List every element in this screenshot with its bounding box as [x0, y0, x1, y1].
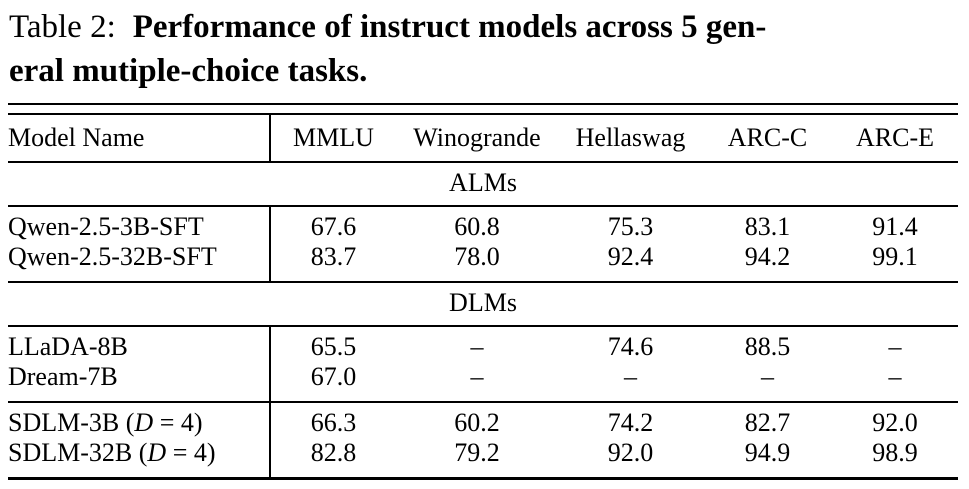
score-cell-winogrande: 79.2: [454, 437, 500, 467]
score-cell-mmlu: 82.8: [269, 437, 396, 478]
model-math-var: D: [134, 407, 154, 437]
model-name-cell: Qwen-2.5-32B-SFT: [8, 242, 270, 282]
model-name-cell: Qwen-2.5-3B-SFT: [8, 206, 270, 242]
table-caption-bold-line1: Performance of instruct models across 5 …: [132, 9, 767, 45]
score-cell-mmlu: 67.6: [269, 205, 396, 242]
table-top-thin-rule: [8, 103, 958, 105]
table-row-qwen-32b: Qwen-2.5-32B-SFT 83.7 78.0 92.4 94.2 99.…: [8, 241, 958, 282]
column-header-mmlu: MMLU: [269, 113, 396, 163]
section-label-alms: ALMs: [8, 160, 958, 207]
column-header-hellaswag: Hellaswag: [558, 113, 703, 163]
section-header-alms: ALMs: [8, 160, 958, 207]
model-name-suffix: = 4): [153, 407, 203, 437]
score-cell-hellaswag: –: [624, 361, 637, 391]
model-name-suffix: = 4): [166, 437, 216, 467]
score-cell-mmlu: 83.7: [269, 241, 396, 282]
score-cell-arc-e: –: [888, 331, 902, 361]
score-cell-winogrande: –: [470, 361, 484, 391]
column-header-model-name: Model Name: [8, 113, 270, 163]
score-cell-arc-e: 91.4: [872, 211, 918, 241]
model-name-cell: LLaDA-8B: [8, 326, 270, 362]
score-cell-winogrande: –: [470, 331, 484, 361]
results-table: Model Name MMLU Winogrande Hellaswag ARC…: [8, 112, 958, 480]
column-header-arc-c: ARC-C: [703, 113, 832, 163]
model-name-text: Dream-7B: [8, 361, 118, 391]
section-label-dlms: DLMs: [8, 280, 958, 327]
score-cell-winogrande: 60.8: [454, 211, 500, 241]
score-cell-hellaswag: 75.3: [607, 211, 654, 241]
table-row-sdlm-3b: SDLM-3B (D = 4) 66.3 60.2 74.2 82.7 92.0: [8, 400, 958, 438]
table-header-row: Model Name MMLU Winogrande Hellaswag ARC…: [8, 113, 958, 163]
table-row-llada-8b: LLaDA-8B 65.5 – 74.6 88.5 –: [8, 325, 958, 362]
model-math-var: D: [147, 437, 167, 467]
table-row-sdlm-32b: SDLM-32B (D = 4) 82.8 79.2 92.0 94.9 98.…: [8, 437, 958, 479]
table-caption-bold-line2: eral mutiple-choice tasks.: [9, 53, 368, 89]
score-cell-arc-e: 98.9: [872, 437, 918, 467]
table-row-qwen-3b: Qwen-2.5-3B-SFT 67.6 60.8 75.3 83.1 91.4: [8, 205, 958, 242]
score-cell-arc-c: 88.5: [744, 331, 791, 361]
score-cell-arc-c: 82.7: [703, 400, 832, 438]
score-cell-arc-c: 83.1: [744, 211, 791, 241]
score-cell-mmlu: 65.5: [269, 325, 396, 362]
table-caption-label: Table 2:: [9, 9, 116, 45]
model-name-text: SDLM-3B (: [8, 407, 135, 437]
score-cell-arc-e: 99.1: [872, 241, 918, 271]
column-header-winogrande: Winogrande: [396, 113, 558, 163]
model-name-text: LLaDA-8B: [8, 331, 128, 361]
model-name-cell: Dream-7B: [8, 362, 270, 402]
model-name-cell: SDLM-3B (D = 4): [8, 400, 270, 438]
model-name-text: Qwen-2.5-32B-SFT: [8, 241, 217, 271]
model-name-cell: SDLM-32B (D = 4): [8, 438, 270, 479]
score-cell-arc-e: –: [888, 361, 902, 391]
table-caption: Table 2: Performance of instruct models a…: [0, 0, 969, 93]
score-cell-arc-e: 92.0: [832, 400, 958, 438]
score-cell-winogrande: 78.0: [454, 241, 500, 271]
score-cell-arc-c: 94.2: [744, 241, 791, 271]
table-row-dream-7b: Dream-7B 67.0 – – – –: [8, 361, 958, 402]
score-cell-hellaswag: 74.2: [558, 400, 703, 438]
score-cell-hellaswag: 74.6: [607, 331, 654, 361]
score-cell-winogrande: 60.2: [396, 400, 558, 438]
model-name-text: Qwen-2.5-3B-SFT: [8, 211, 204, 241]
score-cell-hellaswag: 92.0: [607, 437, 654, 467]
section-header-dlms: DLMs: [8, 280, 958, 327]
score-cell-mmlu: 66.3: [269, 400, 396, 438]
column-header-arc-e: ARC-E: [832, 113, 958, 163]
score-cell-mmlu: 67.0: [269, 361, 396, 402]
score-cell-hellaswag: 92.4: [607, 241, 654, 271]
score-cell-arc-c: –: [761, 361, 774, 391]
score-cell-arc-c: 94.9: [744, 437, 791, 467]
model-name-text: SDLM-32B (: [8, 437, 148, 467]
